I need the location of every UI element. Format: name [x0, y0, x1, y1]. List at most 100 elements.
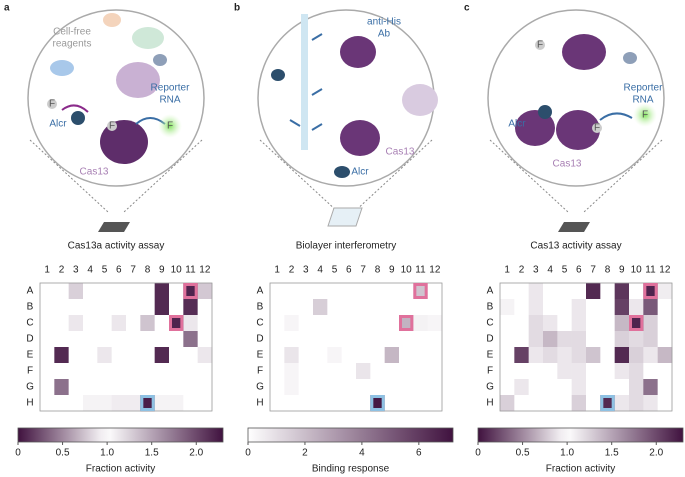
colorbar-tick-label: 2.0: [649, 448, 663, 459]
heatmap-cell: [298, 299, 314, 316]
heatmap-cell: [313, 363, 328, 380]
heatmap-cell: [543, 331, 558, 348]
heatmap-cell: [83, 363, 98, 380]
heatmap-cell: [643, 299, 658, 316]
heatmap-cell: [97, 363, 112, 380]
heatmap-cell: [183, 331, 198, 348]
heatmap-cell: [614, 379, 630, 396]
heatmap-cell: [83, 379, 98, 396]
illustration-label: F: [49, 99, 55, 110]
row-label: A: [257, 286, 264, 297]
column-label: 3: [73, 265, 79, 276]
heatmap-cell: [427, 395, 443, 412]
heatmap-cell: [169, 331, 184, 348]
heatmap-cell: [40, 363, 55, 380]
heatmap-cell: [183, 315, 198, 332]
column-label: 4: [87, 265, 93, 276]
heatmap-cell: [600, 283, 615, 300]
heatmap-cell: [571, 363, 587, 380]
heatmap-cell: [183, 363, 198, 380]
colorbar-tick-label: 1.0: [100, 448, 114, 459]
heatmap-cell: [614, 363, 630, 380]
heatmap-cell: [68, 283, 84, 300]
heatmap-cell: [83, 315, 98, 332]
heatmap-cell: [384, 331, 400, 348]
heatmap-cell: [370, 379, 385, 396]
heatmap-cell: [571, 347, 587, 364]
heatmap-cell: [500, 347, 515, 364]
heatmap-cell: [543, 283, 558, 300]
heatmap-cell: [111, 363, 127, 380]
heatmap-cell: [298, 395, 314, 412]
heatmap-cell: [399, 283, 414, 300]
heatmap-cell: [614, 395, 630, 412]
heatmap-cell: [140, 347, 155, 364]
heatmap-cell: [500, 299, 515, 316]
heatmap-cell: [154, 395, 170, 412]
heatmap-cell: [557, 283, 572, 300]
heatmap-cell: [528, 363, 544, 380]
heatmap-cell: [557, 315, 572, 332]
heatmap-cell: [40, 315, 55, 332]
heatmap-cell: [399, 379, 414, 396]
column-label: 7: [360, 265, 366, 276]
heatmap-cell: [384, 347, 400, 364]
heatmap-cell: [284, 379, 299, 396]
heatmap-cell: [600, 299, 615, 316]
heatmap-cell: [571, 331, 587, 348]
colorbar-tick-label: 1.0: [560, 448, 574, 459]
heatmap-cell: [413, 299, 428, 316]
heatmap-cell: [284, 395, 299, 412]
heatmap-cell: [298, 363, 314, 380]
heatmap-cell: [327, 347, 342, 364]
highlight-box: [183, 283, 198, 299]
heatmap-cell: [341, 395, 357, 412]
heatmap-cell: [327, 379, 342, 396]
column-label: 6: [116, 265, 122, 276]
heatmap-cell: [528, 315, 544, 332]
column-label: 9: [159, 265, 165, 276]
heatmap-cell: [614, 283, 630, 300]
heatmap-cell: [111, 283, 127, 300]
heatmap-cell: [169, 379, 184, 396]
heatmap-cell: [327, 363, 342, 380]
column-label: 8: [605, 265, 611, 276]
row-label: C: [256, 318, 263, 329]
heatmap-cell: [543, 363, 558, 380]
heatmap-cell: [140, 299, 155, 316]
heatmap-cell: [83, 347, 98, 364]
heatmap-cell: [614, 299, 630, 316]
row-label: G: [26, 382, 34, 393]
heatmap-cell: [327, 299, 342, 316]
heatmap-cell: [629, 347, 644, 364]
heatmap-cell: [528, 299, 544, 316]
heatmap-cell: [140, 331, 155, 348]
heatmap-cell: [140, 283, 155, 300]
heatmap-cell: [557, 379, 572, 396]
highlight-box: [629, 315, 644, 331]
heatmap-cell: [68, 379, 84, 396]
row-label: D: [26, 334, 33, 345]
colorbar-tick-label: 1.5: [145, 448, 159, 459]
row-label: D: [486, 334, 493, 345]
heatmap-cell: [54, 379, 69, 396]
colorbar-tick-label: 1.5: [605, 448, 619, 459]
heatmap-cell: [413, 379, 428, 396]
column-label: 10: [631, 265, 643, 276]
heatmap-cell: [399, 331, 414, 348]
heatmap-cell: [313, 395, 328, 412]
column-label: 12: [199, 265, 211, 276]
colorbar-label: Binding response: [312, 464, 390, 475]
illustration-label: RNA: [632, 95, 653, 106]
heatmap-cell: [126, 395, 141, 412]
heatmap-cell: [183, 395, 198, 412]
heatmap-cell: [154, 283, 170, 300]
illustration-label: F: [537, 40, 543, 51]
heatmap-cell: [514, 315, 529, 332]
heatmap-cell: [356, 331, 371, 348]
heatmap-cell: [413, 363, 428, 380]
highlight-box: [413, 283, 428, 299]
row-label: A: [27, 286, 34, 297]
heatmap-cell: [643, 363, 658, 380]
